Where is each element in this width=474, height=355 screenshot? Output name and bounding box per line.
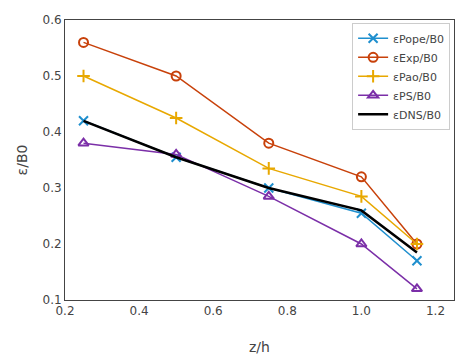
svg-text:εExp/B0: εExp/B0	[393, 52, 438, 65]
svg-text:εPao/B0: εPao/B0	[393, 71, 437, 84]
svg-text:1.2: 1.2	[426, 304, 445, 318]
svg-text:0.1: 0.1	[43, 293, 62, 307]
svg-text:0.2: 0.2	[55, 304, 74, 318]
svg-text:z/h: z/h	[249, 339, 270, 355]
svg-text:ε/B0: ε/B0	[14, 145, 30, 176]
svg-text:0.5: 0.5	[43, 69, 62, 83]
svg-text:1.0: 1.0	[352, 304, 371, 318]
svg-text:εPope/B0: εPope/B0	[393, 33, 444, 46]
svg-text:0.4: 0.4	[130, 304, 149, 318]
svg-text:0.6: 0.6	[43, 13, 62, 27]
svg-text:εPS/B0: εPS/B0	[393, 90, 431, 103]
svg-text:εDNS/B0: εDNS/B0	[393, 109, 441, 122]
svg-text:0.8: 0.8	[278, 304, 297, 318]
svg-text:0.3: 0.3	[43, 181, 62, 195]
svg-text:0.2: 0.2	[43, 237, 62, 251]
svg-text:0.6: 0.6	[204, 304, 223, 318]
svg-text:0.4: 0.4	[43, 125, 62, 139]
